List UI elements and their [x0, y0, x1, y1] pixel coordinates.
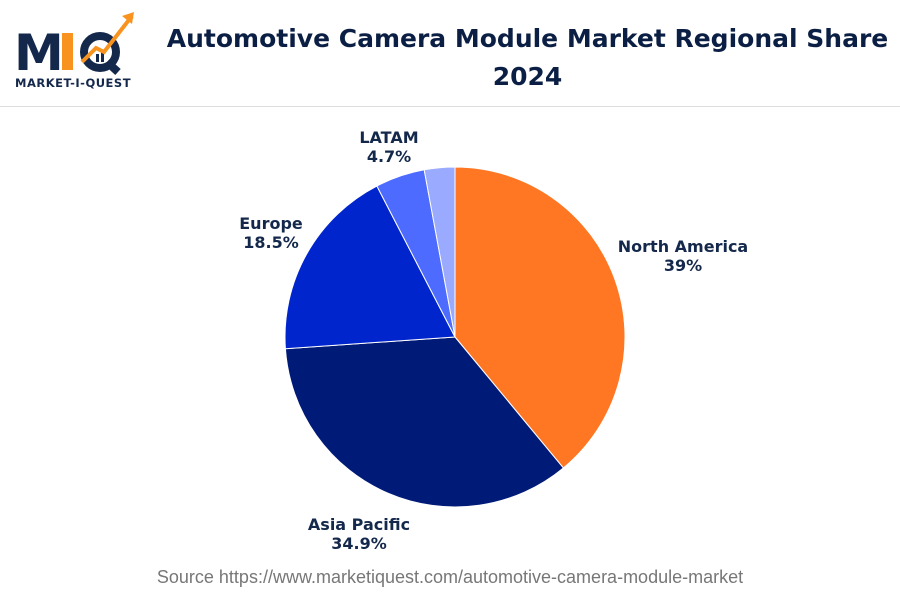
- label-name: Europe: [239, 214, 303, 233]
- pie-slice-unlabeled: [423, 166, 456, 338]
- label-latam: LATAM 4.7%: [359, 128, 418, 166]
- label-value: 4.7%: [366, 147, 412, 166]
- pie-slice-asia-pacific: [284, 336, 565, 508]
- label-value: 18.5%: [243, 233, 299, 252]
- label-name: LATAM: [359, 128, 419, 147]
- label-name: North America: [617, 237, 749, 256]
- logo-graphic: M: [14, 12, 134, 82]
- pie-slice-north-america: [454, 166, 626, 469]
- logo: M: [14, 12, 139, 92]
- label-name: Asia Pacific: [307, 515, 411, 534]
- source-text: Source https://www.marketiquest.com/auto…: [156, 567, 744, 587]
- chart-title: Automotive Camera Module Market Regional…: [166, 24, 889, 91]
- divider: [0, 106, 900, 107]
- label-value: 34.9%: [331, 534, 387, 553]
- logo-subtitle: MARKET-I-QUEST: [15, 76, 132, 90]
- svg-text:M: M: [14, 24, 64, 82]
- label-asia-pacific: Asia Pacific 34.9%: [308, 515, 410, 553]
- label-value: 39%: [663, 256, 703, 275]
- label-north-america: North America 39%: [618, 237, 748, 275]
- pie-slice-europe: [284, 185, 456, 350]
- label-europe: Europe 18.5%: [239, 214, 303, 252]
